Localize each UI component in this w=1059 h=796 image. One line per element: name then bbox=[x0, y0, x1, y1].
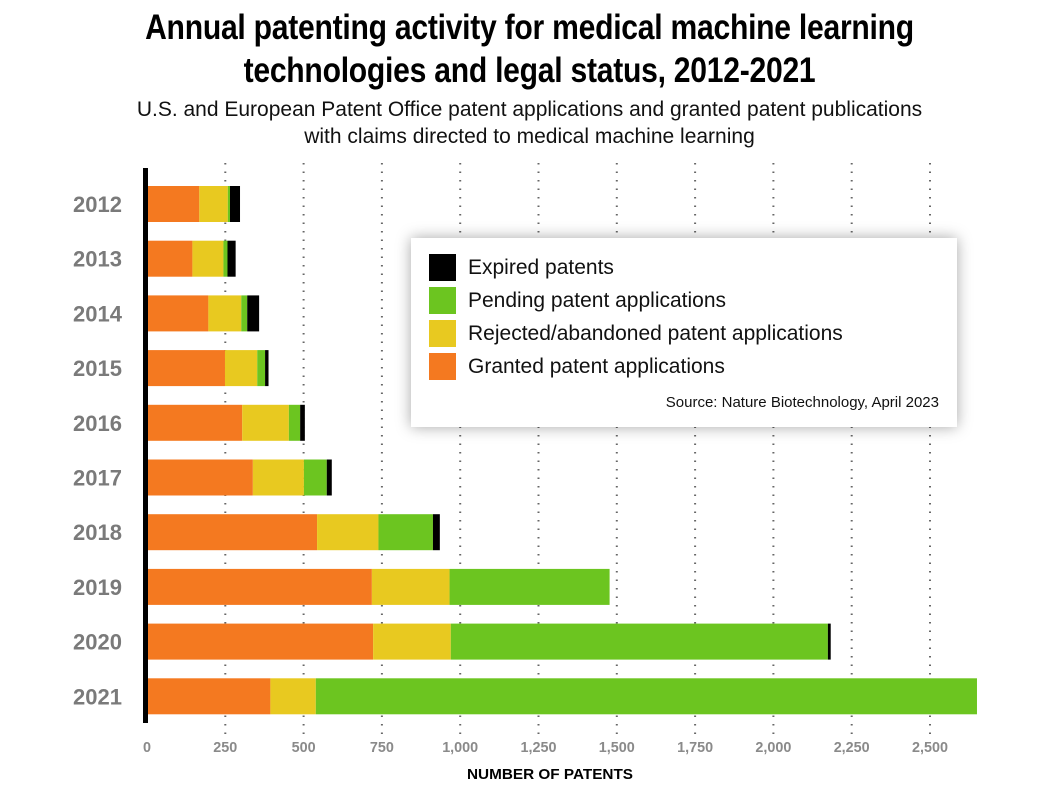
y-tick-label: 2016 bbox=[73, 411, 122, 436]
x-tick-label: 2,000 bbox=[755, 739, 791, 756]
bar-segment-granted-patent-applications-2016 bbox=[147, 405, 242, 441]
legend-label: Rejected/abandoned patent applications bbox=[468, 322, 843, 346]
legend-label: Expired patents bbox=[468, 256, 614, 280]
bar-segment-granted-patent-applications-2014 bbox=[147, 295, 208, 331]
bar-segment-rejected-abandoned-patent-applications-2017 bbox=[253, 460, 304, 496]
bar-segment-pending-patent-applications-2012 bbox=[228, 186, 230, 222]
y-tick-label: 2018 bbox=[73, 520, 122, 545]
y-tick-label: 2017 bbox=[73, 466, 122, 491]
bar-segment-expired-patents-2015 bbox=[265, 350, 268, 386]
bar-segment-rejected-abandoned-patent-applications-2019 bbox=[372, 569, 450, 605]
x-tick-label: 1,750 bbox=[677, 739, 713, 756]
bar-segment-rejected-abandoned-patent-applications-2020 bbox=[373, 624, 451, 660]
bar-segment-pending-patent-applications-2014 bbox=[241, 295, 247, 331]
bar-segment-pending-patent-applications-2015 bbox=[257, 350, 265, 386]
legend-swatch bbox=[429, 287, 456, 314]
bar-segment-rejected-abandoned-patent-applications-2012 bbox=[199, 186, 228, 222]
bar-segment-pending-patent-applications-2020 bbox=[451, 624, 828, 660]
y-axis-line bbox=[143, 168, 148, 723]
bar-segment-pending-patent-applications-2017 bbox=[304, 460, 327, 496]
legend-item-pending: Pending patent applications bbox=[429, 287, 726, 314]
x-tick-label: 250 bbox=[213, 739, 237, 756]
bar-segment-granted-patent-applications-2012 bbox=[147, 186, 199, 222]
bar-segment-expired-patents-2016 bbox=[300, 405, 305, 441]
x-tick-label: 1,500 bbox=[599, 739, 635, 756]
x-tick-label: 0 bbox=[143, 739, 151, 756]
x-axis-label: NUMBER OF PATENTS bbox=[467, 766, 633, 783]
legend-item-rejected: Rejected/abandoned patent applications bbox=[429, 320, 843, 347]
legend-label: Granted patent applications bbox=[468, 355, 725, 379]
y-tick-label: 2020 bbox=[73, 630, 122, 655]
y-tick-label: 2012 bbox=[73, 192, 122, 217]
bar-segment-pending-patent-applications-2013 bbox=[223, 241, 227, 277]
y-tick-label: 2015 bbox=[73, 356, 122, 381]
bar-segment-granted-patent-applications-2017 bbox=[147, 460, 253, 496]
bar-segment-rejected-abandoned-patent-applications-2014 bbox=[208, 295, 241, 331]
bar-segment-granted-patent-applications-2021 bbox=[147, 678, 270, 714]
bar-segment-expired-patents-2017 bbox=[327, 460, 332, 496]
bar-segment-pending-patent-applications-2018 bbox=[378, 514, 432, 550]
y-tick-label: 2013 bbox=[73, 247, 122, 272]
x-tick-label: 2,500 bbox=[912, 739, 948, 756]
bar-segment-rejected-abandoned-patent-applications-2016 bbox=[242, 405, 289, 441]
legend-swatch bbox=[429, 254, 456, 281]
y-tick-label: 2019 bbox=[73, 575, 122, 600]
x-tick-label: 750 bbox=[370, 739, 394, 756]
bar-segment-pending-patent-applications-2016 bbox=[289, 405, 300, 441]
bar-segment-granted-patent-applications-2013 bbox=[147, 241, 192, 277]
bar-segment-expired-patents-2012 bbox=[230, 186, 240, 222]
x-tick-label: 500 bbox=[292, 739, 316, 756]
bar-segment-rejected-abandoned-patent-applications-2015 bbox=[225, 350, 257, 386]
bar-segment-pending-patent-applications-2021 bbox=[316, 678, 977, 714]
bar-segment-expired-patents-2014 bbox=[247, 295, 259, 331]
source-note: Source: Nature Biotechnology, April 2023 bbox=[666, 394, 939, 411]
bar-segment-granted-patent-applications-2018 bbox=[147, 514, 317, 550]
legend: Expired patents Pending patent applicati… bbox=[411, 238, 957, 427]
bar-segment-expired-patents-2020 bbox=[828, 624, 831, 660]
legend-label: Pending patent applications bbox=[468, 289, 726, 313]
bar-segment-pending-patent-applications-2019 bbox=[450, 569, 610, 605]
bar-segment-expired-patents-2013 bbox=[227, 241, 235, 277]
legend-item-expired: Expired patents bbox=[429, 254, 614, 281]
bar-segment-granted-patent-applications-2019 bbox=[147, 569, 372, 605]
bar-segment-expired-patents-2018 bbox=[433, 514, 440, 550]
x-tick-label: 1,250 bbox=[521, 739, 557, 756]
bar-segment-rejected-abandoned-patent-applications-2013 bbox=[192, 241, 223, 277]
bar-segment-granted-patent-applications-2015 bbox=[147, 350, 225, 386]
legend-swatch bbox=[429, 320, 456, 347]
y-tick-label: 2014 bbox=[73, 301, 123, 326]
legend-item-granted: Granted patent applications bbox=[429, 353, 725, 380]
x-tick-label: 2,250 bbox=[834, 739, 870, 756]
bar-segment-granted-patent-applications-2020 bbox=[147, 624, 373, 660]
x-tick-label: 1,000 bbox=[442, 739, 478, 756]
bar-segment-rejected-abandoned-patent-applications-2018 bbox=[317, 514, 378, 550]
legend-swatch bbox=[429, 353, 456, 380]
y-tick-label: 2021 bbox=[73, 684, 122, 709]
bar-segment-rejected-abandoned-patent-applications-2021 bbox=[270, 678, 315, 714]
